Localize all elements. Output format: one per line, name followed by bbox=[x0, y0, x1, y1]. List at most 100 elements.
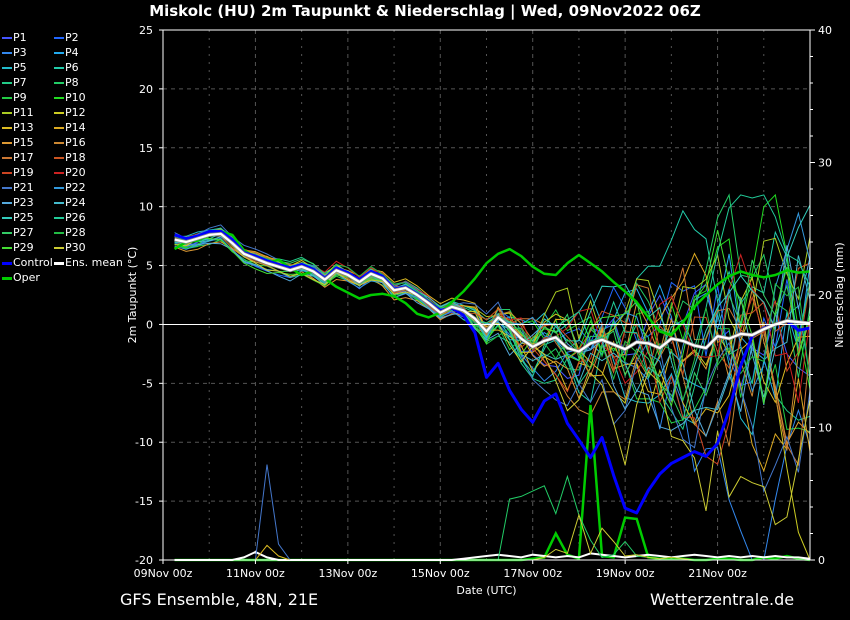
legend-label: P11 bbox=[13, 106, 34, 119]
legend-label: Oper bbox=[13, 271, 40, 284]
legend-swatch bbox=[54, 261, 64, 265]
legend-entry-control: Control bbox=[0, 256, 53, 270]
legend-swatch bbox=[54, 247, 64, 249]
legend-entry-p24: P24 bbox=[52, 196, 86, 210]
legend-entry-p1: P1 bbox=[0, 31, 27, 45]
legend-label: P22 bbox=[65, 181, 86, 194]
legend-label: P18 bbox=[65, 151, 86, 164]
member-line-p30 bbox=[174, 232, 811, 526]
legend-entry-ens-mean: Ens. mean bbox=[52, 256, 123, 270]
legend-swatch bbox=[54, 112, 64, 114]
legend-entry-p23: P23 bbox=[0, 196, 34, 210]
control-line bbox=[174, 229, 811, 515]
precip-line-p21-precip bbox=[174, 464, 810, 561]
y2-tick-label: 30 bbox=[818, 157, 832, 170]
legend-label: P6 bbox=[65, 61, 79, 74]
legend-swatch bbox=[2, 172, 12, 174]
legend-entry-p27: P27 bbox=[0, 226, 34, 240]
legend-label: P15 bbox=[13, 136, 34, 149]
legend-label: P1 bbox=[13, 31, 27, 44]
legend-label: P27 bbox=[13, 226, 34, 239]
y-tick-label: 0 bbox=[146, 318, 153, 331]
y2-tick-label: 0 bbox=[818, 554, 825, 567]
member-line-p12 bbox=[174, 228, 811, 561]
legend-swatch bbox=[2, 247, 12, 249]
x-tick-label: 09Nov 00z bbox=[134, 567, 193, 580]
legend-swatch bbox=[54, 97, 64, 99]
legend-label: P17 bbox=[13, 151, 34, 164]
legend-entry-p22: P22 bbox=[52, 181, 86, 195]
legend-entry-p5: P5 bbox=[0, 61, 27, 75]
x-tick-label: 21Nov 00z bbox=[688, 567, 747, 580]
legend-swatch bbox=[54, 217, 64, 219]
y2-axis-label: Niederschlag (mm) bbox=[833, 242, 846, 347]
legend-label: P10 bbox=[65, 91, 86, 104]
legend-entry-p14: P14 bbox=[52, 121, 86, 135]
legend-entry-p18: P18 bbox=[52, 151, 86, 165]
legend-entry-p29: P29 bbox=[0, 241, 34, 255]
precipitation-series bbox=[174, 404, 811, 562]
footer-source: GFS Ensemble, 48N, 21E bbox=[120, 590, 319, 609]
legend-swatch bbox=[54, 52, 64, 54]
legend-swatch bbox=[54, 127, 64, 129]
y-tick-label: 10 bbox=[139, 201, 153, 214]
legend-swatch bbox=[2, 142, 12, 144]
y-tick-label: 20 bbox=[139, 83, 153, 96]
legend-label: P30 bbox=[65, 241, 86, 254]
legend-swatch bbox=[2, 232, 12, 234]
legend-label: P28 bbox=[65, 226, 86, 239]
legend-entry-p10: P10 bbox=[52, 91, 86, 105]
legend-label: P23 bbox=[13, 196, 34, 209]
y-tick-label: 5 bbox=[146, 260, 153, 273]
y-tick-label: 25 bbox=[139, 24, 153, 37]
precip-line-p30-precip bbox=[174, 513, 810, 561]
legend-entry-p26: P26 bbox=[52, 211, 86, 225]
legend-label: P24 bbox=[65, 196, 86, 209]
legend-label: P25 bbox=[13, 211, 34, 224]
x-axis-label: Date (UTC) bbox=[456, 584, 516, 597]
legend-swatch bbox=[2, 82, 12, 84]
y2-tick-label: 10 bbox=[818, 422, 832, 435]
y2-tick-label: 20 bbox=[818, 289, 832, 302]
member-line-p10 bbox=[174, 193, 811, 390]
y-tick-label: -20 bbox=[135, 554, 153, 567]
legend-swatch bbox=[54, 142, 64, 144]
legend-entry-p13: P13 bbox=[0, 121, 34, 135]
legend-entry-p17: P17 bbox=[0, 151, 34, 165]
legend-entry-p2: P2 bbox=[52, 31, 79, 45]
legend-swatch bbox=[2, 127, 12, 129]
legend-swatch bbox=[2, 37, 12, 39]
y-axis-label: 2m Taupunkt (°C) bbox=[126, 247, 139, 344]
legend-label: P12 bbox=[65, 106, 86, 119]
legend-swatch bbox=[54, 172, 64, 174]
legend-entry-p16: P16 bbox=[52, 136, 86, 150]
legend-label: P13 bbox=[13, 121, 34, 134]
y2-tick-label: 40 bbox=[818, 24, 832, 37]
precip-line-mean-precip bbox=[174, 550, 811, 561]
legend-entry-p25: P25 bbox=[0, 211, 34, 225]
legend-swatch bbox=[54, 37, 64, 39]
member-line-p29 bbox=[174, 230, 811, 408]
legend-label: P8 bbox=[65, 76, 79, 89]
legend-entry-p15: P15 bbox=[0, 136, 34, 150]
legend-entry-p30: P30 bbox=[52, 241, 86, 255]
legend-swatch bbox=[2, 261, 12, 265]
legend-swatch bbox=[2, 187, 12, 189]
legend-swatch bbox=[2, 276, 12, 280]
legend-label: P16 bbox=[65, 136, 86, 149]
legend-entry-p8: P8 bbox=[52, 76, 79, 90]
legend-entry-p4: P4 bbox=[52, 46, 79, 60]
x-tick-label: 17Nov 00z bbox=[503, 567, 562, 580]
legend-entry-p28: P28 bbox=[52, 226, 86, 240]
x-tick-label: 13Nov 00z bbox=[318, 567, 377, 580]
legend-swatch bbox=[2, 97, 12, 99]
y-tick-label: 15 bbox=[139, 142, 153, 155]
legend-swatch bbox=[54, 187, 64, 189]
legend-label: P21 bbox=[13, 181, 34, 194]
y-tick-label: -15 bbox=[135, 495, 153, 508]
legend-entry-p3: P3 bbox=[0, 46, 27, 60]
legend-swatch bbox=[2, 112, 12, 114]
legend-swatch bbox=[54, 82, 64, 84]
legend-label: P9 bbox=[13, 91, 27, 104]
legend-entry-oper: Oper bbox=[0, 271, 40, 285]
